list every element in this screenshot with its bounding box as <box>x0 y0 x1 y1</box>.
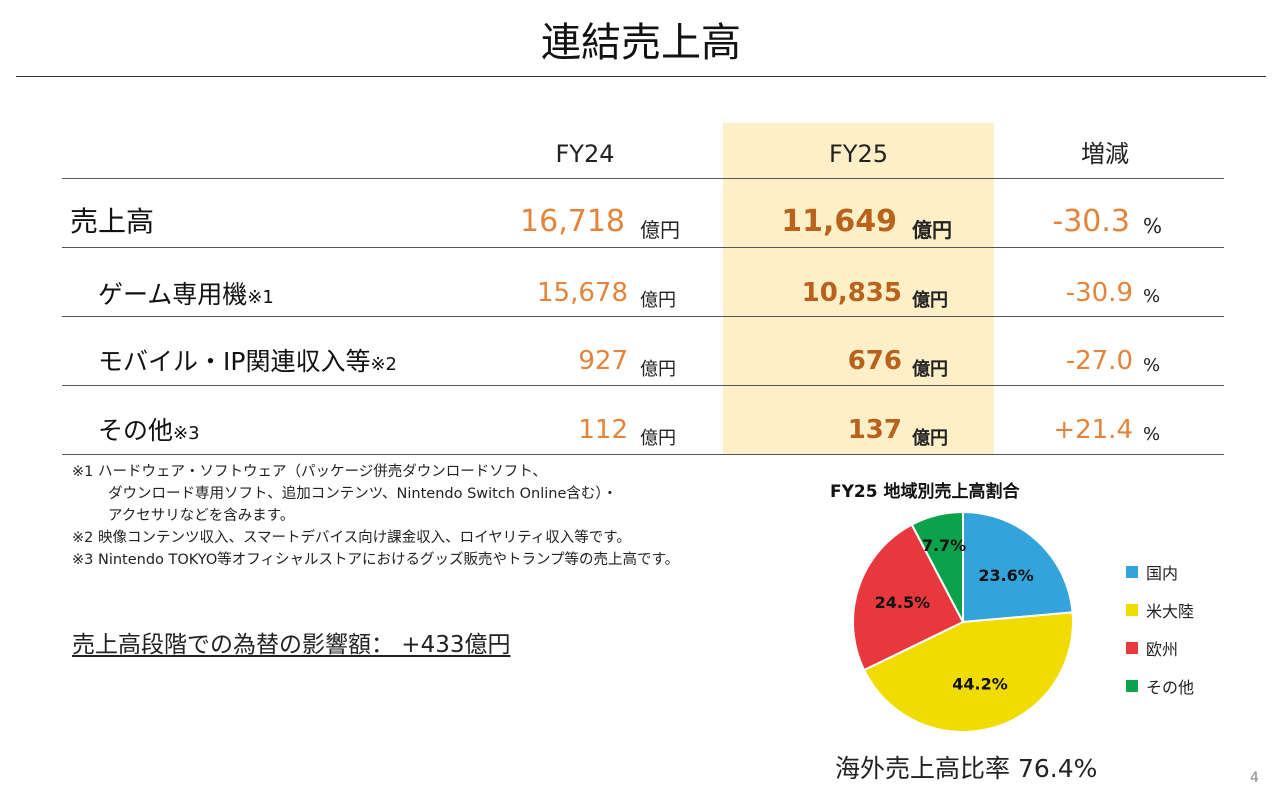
legend-item-0: 国内 <box>1126 560 1194 584</box>
net-sales-fy25-value: 11,649 <box>781 204 897 239</box>
page-number: 4 <box>1250 770 1259 786</box>
title-divider <box>16 76 1266 77</box>
header-change: 増減 <box>1081 140 1129 168</box>
pie-slice-0 <box>962 510 1074 624</box>
dedicated-change-unit: % <box>1143 286 1161 307</box>
dedicated-fy24-value: 15,678 <box>537 278 628 308</box>
pie-slice-label-2: 24.5% <box>875 593 931 612</box>
pie-slice-1 <box>862 611 1074 733</box>
other-change-value: +21.4 <box>1053 415 1133 445</box>
pie-slice-2 <box>852 523 965 672</box>
mobile-fy25-unit: 億円 <box>912 359 948 380</box>
mobile-fy25-value: 676 <box>847 346 902 376</box>
chart-title: FY25 地域別売上高割合 <box>830 482 1020 502</box>
pie-slice-3 <box>910 510 964 623</box>
table-rule <box>62 247 1224 248</box>
table-rule <box>62 385 1224 386</box>
legend-swatch <box>1126 680 1138 692</box>
footnote-1-line-3: アクセサリなどを含みます。 <box>108 508 295 524</box>
net-sales-fy24-value: 16,718 <box>520 204 625 239</box>
legend-item-2: 欧州 <box>1126 636 1194 660</box>
legend-swatch <box>1126 604 1138 616</box>
footnote-3: ※3 Nintendo TOKYO等オフィシャルストアにおけるグッズ販売やトラン… <box>72 552 680 568</box>
table-row-label-net-sales: 売上高 <box>70 205 155 238</box>
page-title: 連結売上高 <box>541 20 741 66</box>
dedicated-fy24-unit: 億円 <box>640 290 676 311</box>
pie-slice-label-1: 44.2% <box>952 674 1008 693</box>
footnote-1-line-1: ※1 ハードウェア・ソフトウェア（パッケージ併売ダウンロードソフト、 <box>72 464 547 480</box>
net-sales-change-value: -30.3 <box>1052 204 1130 239</box>
table-row-label-mobile-ip: モバイル・IP関連収入等※2 <box>98 347 397 376</box>
table-row-label-other: その他※3 <box>98 416 200 445</box>
mobile-fy24-value: 927 <box>578 346 628 376</box>
legend-label: 欧州 <box>1146 640 1179 659</box>
pie-slice-label-3: 7.7% <box>922 536 966 555</box>
footnote-1-line-2: ダウンロード専用ソフト、追加コンテンツ、Nintendo Switch Onli… <box>108 486 618 502</box>
legend-label: 米大陸 <box>1146 602 1195 621</box>
other-fy24-value: 112 <box>578 415 628 445</box>
legend-label: その他 <box>1146 678 1195 697</box>
other-fy25-value: 137 <box>847 415 902 445</box>
table-row-label-dedicated-video-game: ゲーム専用機※1 <box>98 280 274 309</box>
header-fy24: FY24 <box>555 140 615 168</box>
other-change-unit: % <box>1143 424 1161 445</box>
header-fy25: FY25 <box>828 140 888 168</box>
footnotes: ※1 ハードウェア・ソフトウェア（パッケージ併売ダウンロードソフト、 ダウンロー… <box>72 461 679 571</box>
dedicated-change-value: -30.9 <box>1065 278 1133 308</box>
table-rule <box>62 316 1224 317</box>
mobile-fy24-unit: 億円 <box>640 359 676 380</box>
legend-label: 国内 <box>1146 564 1179 583</box>
net-sales-fy25-unit: 億円 <box>912 218 952 242</box>
pie-slice-label-0: 23.6% <box>978 566 1034 585</box>
chart-legend: 国内米大陸欧州その他 <box>1126 560 1194 712</box>
footnote-2: ※2 映像コンテンツ収入、スマートデバイス向け課金収入、ロイヤリティ収入等です。 <box>72 530 631 546</box>
table-rule <box>62 178 1224 179</box>
mobile-change-unit: % <box>1143 355 1161 376</box>
overseas-sales-ratio: 海外売上高比率 76.4% <box>835 754 1098 783</box>
table-rule <box>62 454 1224 455</box>
pie-chart: 23.6% 44.2% 24.5% 7.7% <box>852 510 1074 733</box>
net-sales-fy24-unit: 億円 <box>640 218 680 242</box>
other-fy25-unit: 億円 <box>912 428 948 449</box>
dedicated-fy25-value: 10,835 <box>801 278 902 308</box>
fx-impact-text: 売上高段階での為替の影響額： +433億円 <box>72 632 511 658</box>
other-fy24-unit: 億円 <box>640 428 676 449</box>
legend-item-1: 米大陸 <box>1126 598 1194 622</box>
legend-swatch <box>1126 566 1138 578</box>
net-sales-change-unit: % <box>1143 214 1163 238</box>
dedicated-fy25-unit: 億円 <box>912 290 948 311</box>
mobile-change-value: -27.0 <box>1065 346 1133 376</box>
legend-swatch <box>1126 642 1138 654</box>
legend-item-3: その他 <box>1126 674 1194 698</box>
